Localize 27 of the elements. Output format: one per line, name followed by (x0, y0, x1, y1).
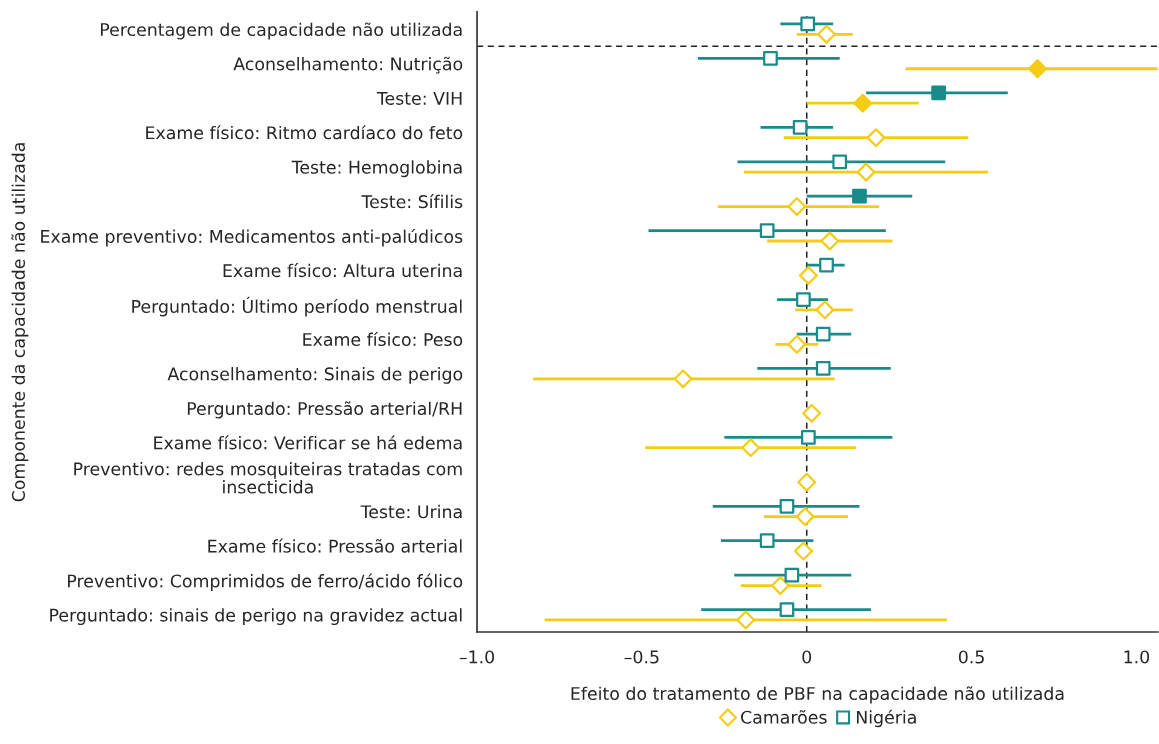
y-tick-label: Teste: Hemoglobina (291, 160, 462, 178)
y-tick-label: Preventivo: redes mosquiteiras tratadas com insecticida (74, 462, 462, 494)
x-tick-label: 0 (802, 650, 812, 664)
y-tick-label: Teste: Urina (360, 504, 462, 519)
y-tick-label: Percentagem de capacidade não utilizada (100, 22, 462, 40)
y-tick-label: Exame preventivo: Medicamentos anti-palúdicos (41, 228, 463, 247)
y-tick-label: Exame físico: Peso (303, 331, 463, 347)
legend-label: Nigéria (856, 709, 916, 728)
y-axis-title: Componente da capacidade não utilizada (11, 143, 29, 502)
legend-label: Camarões (741, 710, 827, 724)
y-tick-label: Exame físico: Pressão arterial (208, 538, 462, 553)
y-tick-label: Exame físico: Altura uterina (223, 263, 462, 278)
y-tick-label: Perguntado: Pressão arterial/RH (187, 401, 462, 419)
x-tick-label: –0.5 (624, 650, 659, 664)
y-tick-label: Teste: VIH (376, 91, 462, 105)
y-tick-label: Teste: Sífilis (361, 194, 463, 209)
x-tick-label: –1.0 (459, 650, 495, 664)
y-tick-label: Aconselhamento: Sinais de perigo (167, 367, 463, 384)
y-tick-label: Aconselhamento: Nutrição (233, 56, 463, 74)
x-axis-title: Efeito do tratamento de PBF na capacidade não utilizada (571, 686, 1064, 704)
y-tick-label: Perguntado: sinais de perigo na gravidez actual (50, 608, 462, 626)
y-tick-label: Exame físico: Ritmo cardíaco do feto (146, 125, 463, 140)
y-tick-label: Preventivo: Comprimidos de ferro/ácido fólico (68, 573, 463, 591)
y-tick-label: Perguntado: Último período menstrual (132, 296, 462, 317)
x-tick-label: 1.0 (1124, 650, 1150, 664)
x-tick-label: 0.5 (958, 650, 984, 664)
y-tick-label: Exame físico: Verificar se há edema (154, 435, 462, 450)
